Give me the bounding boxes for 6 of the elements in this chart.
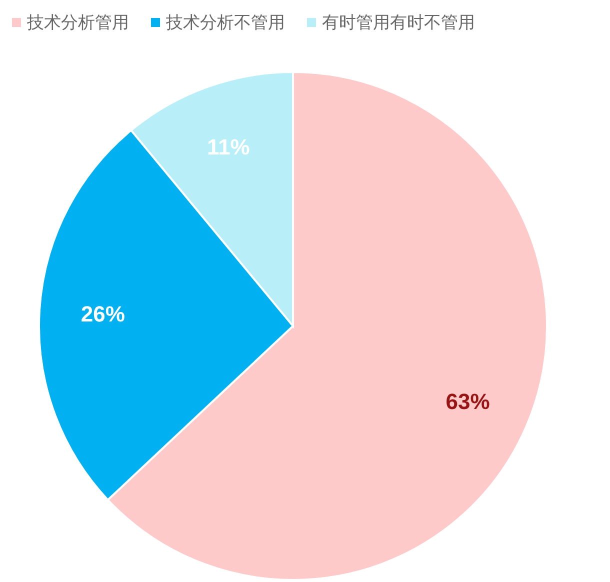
legend-label: 技术分析管用 — [26, 12, 129, 34]
legend-label: 有时管用有时不管用 — [321, 12, 475, 34]
data-label: 63% — [446, 389, 490, 414]
data-label: 11% — [207, 134, 250, 160]
data-label: 26% — [80, 302, 125, 327]
legend-label: 技术分析不管用 — [165, 12, 285, 34]
